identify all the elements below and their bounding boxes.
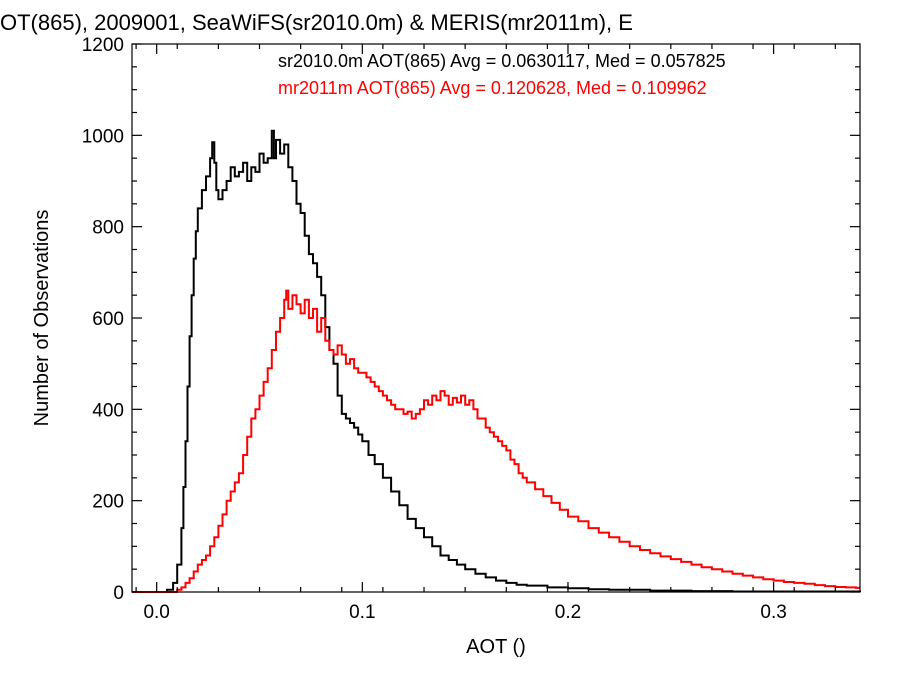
legend-entry-mr2011: mr2011m AOT(865) Avg = 0.120628, Med = 0… — [278, 78, 707, 98]
series-line-1 — [132, 129, 861, 593]
y-tick-label: 0 — [113, 583, 124, 604]
x-axis: 0.0 0.1 0.2 0.3 — [135, 44, 836, 623]
y-axis: 0 200 400 600 800 1000 1200 — [82, 35, 860, 604]
x-tick-label: 0.3 — [760, 602, 786, 623]
y-tick-label: 1200 — [82, 35, 124, 56]
x-axis-label: AOT () — [466, 636, 526, 658]
y-axis-label: Number of Observations — [31, 210, 53, 427]
y-tick-label: 600 — [92, 309, 124, 330]
x-tick-label: 0.2 — [555, 602, 581, 623]
x-tick-label: 0.1 — [349, 602, 375, 623]
chart-title: OT(865), 2009001, SeaWiFS(sr2010.0m) & M… — [0, 10, 633, 35]
legend-entry-sr2010: sr2010.0m AOT(865) Avg = 0.0630117, Med … — [278, 51, 726, 71]
plot-frame — [131, 43, 861, 593]
y-tick-label: 400 — [92, 400, 124, 421]
series-layer — [132, 129, 861, 593]
legend: sr2010.0m AOT(865) Avg = 0.0630117, Med … — [278, 51, 726, 98]
series-line-2 — [132, 289, 860, 593]
y-tick-label: 1000 — [82, 126, 124, 147]
y-tick-label: 800 — [92, 218, 124, 239]
x-tick-label: 0.0 — [143, 602, 169, 623]
y-tick-label: 200 — [92, 492, 124, 513]
